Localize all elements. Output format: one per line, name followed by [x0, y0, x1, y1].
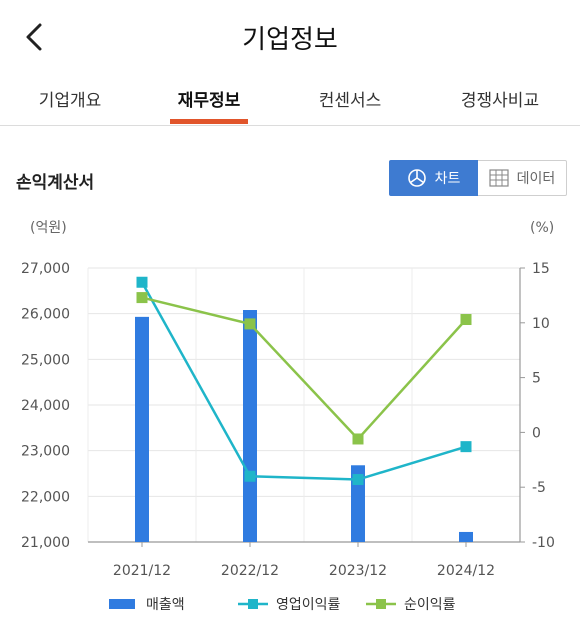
tab-company-overview[interactable]: 기업개요 [38, 91, 102, 111]
chevron-left-icon [26, 23, 42, 51]
left-tick-label: 24,000 [21, 398, 70, 414]
legend-item: 영업이익률 [238, 594, 340, 614]
pie-chart-icon [407, 169, 426, 187]
legend-swatch [238, 599, 268, 609]
line-operating-margin [140, 281, 467, 481]
legend-swatch [109, 599, 135, 609]
x-tick-label: 2022/12 [221, 563, 279, 579]
data-view-label: 데이터 [516, 171, 556, 187]
left-tick-label: 22,000 [21, 489, 70, 505]
point-net-margin [136, 292, 148, 304]
chart-view-button[interactable]: 차트 [389, 160, 478, 196]
x-tick-label: 2021/12 [113, 563, 171, 579]
view-toggle: 차트 데이터 [389, 160, 567, 196]
point-operating-margin [352, 474, 364, 486]
right-tick-label: 15 [532, 261, 550, 277]
right-tick-label: -10 [532, 535, 555, 551]
chart-legend: 매출액 영업이익률 순이익률 [0, 594, 580, 622]
line-net-margin [141, 296, 467, 441]
x-tick-label: 2023/12 [329, 563, 387, 579]
bar-revenue [135, 316, 149, 542]
right-tick-label: 10 [532, 316, 550, 332]
active-tab-indicator [170, 119, 248, 124]
point-operating-margin [244, 470, 256, 482]
back-button[interactable] [20, 20, 52, 54]
table-icon [489, 169, 509, 187]
point-operating-margin [136, 276, 148, 288]
point-net-margin [460, 314, 472, 326]
x-tick-label: 2024/12 [437, 563, 495, 579]
legend-item: 매출액 [108, 594, 185, 614]
right-tick-label: 5 [532, 371, 541, 387]
point-net-margin [244, 318, 256, 330]
tab-bar: 기업개요 재무정보 컨센서스 경쟁사비교 [0, 72, 580, 126]
right-tick-label: -5 [532, 480, 546, 496]
left-tick-label: 27,000 [21, 261, 70, 277]
left-tick-label: 23,000 [21, 444, 70, 460]
tab-competitor-comparison[interactable]: 경쟁사비교 [460, 91, 540, 111]
bar-revenue [459, 531, 473, 542]
bar-revenue [243, 310, 257, 542]
legend-label: 영업이익률 [276, 597, 341, 613]
legend-label: 순이익률 [404, 597, 456, 613]
right-axis-unit: (%) [530, 220, 554, 236]
data-view-button[interactable]: 데이터 [478, 160, 567, 196]
right-tick-label: 0 [532, 425, 541, 441]
legend-item: 순이익률 [366, 594, 456, 614]
section-title: 손익계산서 [16, 173, 95, 193]
left-tick-label: 21,000 [21, 535, 70, 551]
left-tick-label: 26,000 [21, 307, 70, 323]
left-tick-label: 25,000 [21, 352, 70, 368]
page-title: 기업정보 [242, 25, 338, 55]
app-header: 기업정보 [0, 0, 580, 72]
tab-consensus[interactable]: 컨센서스 [318, 91, 382, 111]
point-net-margin [352, 433, 364, 445]
legend-label: 매출액 [146, 597, 185, 613]
point-operating-margin [460, 441, 472, 453]
income-statement-chart: (억원) (%) 27,000 26,000 25,000 24,000 23,000 22,… [21, 220, 555, 579]
left-axis-unit: (억원) [30, 220, 67, 236]
tab-financial-info[interactable]: 재무정보 [177, 91, 241, 111]
chart-view-label: 차트 [434, 171, 461, 187]
legend-swatch [366, 599, 396, 609]
